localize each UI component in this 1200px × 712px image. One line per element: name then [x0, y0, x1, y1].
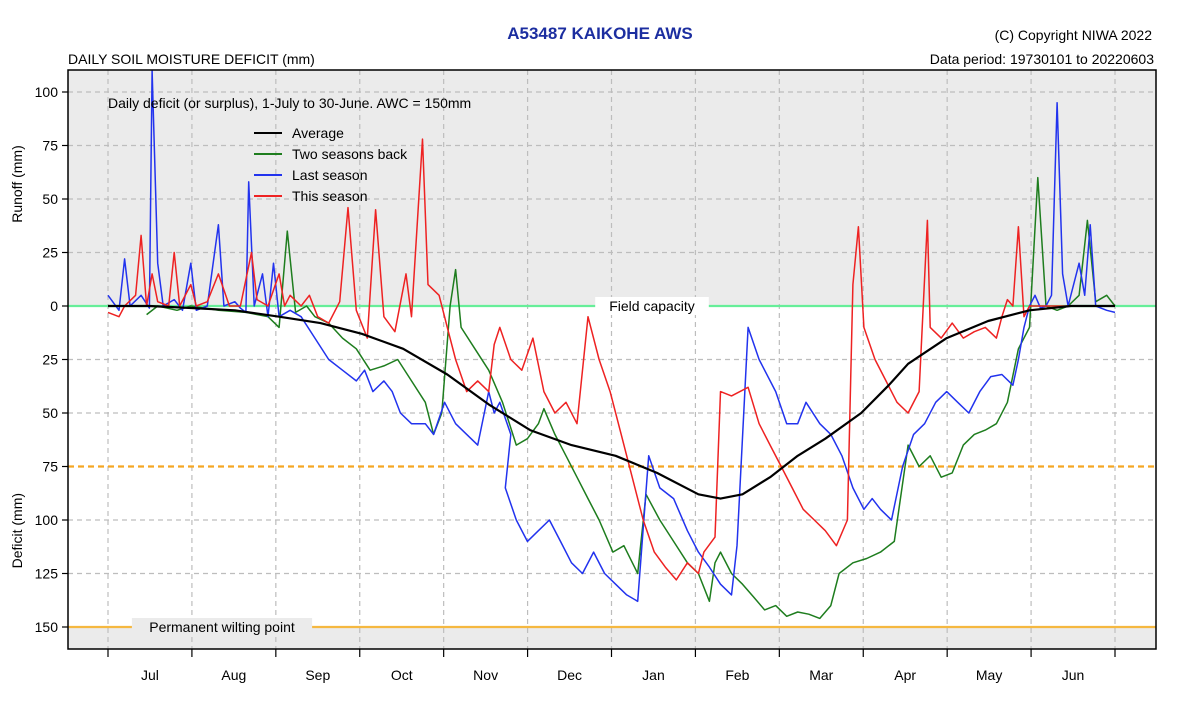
y-tick-label: 25 — [42, 352, 58, 368]
y-tick-label: 75 — [42, 138, 58, 154]
x-tick-label-jun: Jun — [1062, 667, 1085, 683]
chart-title: A53487 KAIKOHE AWS — [507, 24, 693, 43]
x-tick-label-jan: Jan — [642, 667, 665, 683]
x-tick-label-may: May — [976, 667, 1002, 683]
x-tick-label-dec: Dec — [557, 667, 582, 683]
y-tick-label: 50 — [42, 405, 58, 421]
x-tick-label-nov: Nov — [473, 667, 498, 683]
x-tick-label-feb: Feb — [725, 667, 749, 683]
y-tick-label: 50 — [42, 191, 58, 207]
reference-label-bg-0 — [595, 297, 709, 315]
y-tick-label: 75 — [42, 459, 58, 475]
reference-label-2: Permanent wilting point — [149, 619, 295, 635]
y-tick-label: 150 — [35, 619, 59, 635]
legend: Average Two seasons back Last season This s… — [254, 125, 408, 204]
data-period-text: Data period: 19730101 to 20220603 — [929, 51, 1154, 67]
x-tick-label-sep: Sep — [305, 667, 330, 683]
y-tick-label: 125 — [35, 566, 59, 582]
copyright-text: (C) Copyright NIWA 2022 — [994, 27, 1152, 43]
y-tick-label: 0 — [50, 298, 58, 314]
series-line-this-season — [107, 138, 1115, 581]
reference-lines: Field capacity Permanent wilting point — [68, 297, 1156, 636]
x-tick-label-oct: Oct — [391, 667, 413, 683]
y-axis-title-runoff: Runoff (mm) — [9, 145, 25, 223]
y-tick-label: 100 — [35, 84, 59, 100]
y-tick-label: 100 — [35, 512, 59, 528]
chart-subtitle: DAILY SOIL MOISTURE DEFICIT (mm) — [68, 51, 315, 67]
series-line-average — [108, 304, 1115, 500]
reference-label-0: Field capacity — [609, 298, 695, 314]
legend-label-1: Two seasons back — [292, 146, 408, 162]
y-axis-title-deficit: Deficit (mm) — [9, 493, 25, 568]
reference-label-bg-2 — [131, 618, 313, 636]
axes: 100 75 50 25 0 25 50 75 100 125 150 Runoff (mm) Defi… — [9, 69, 1157, 683]
x-tick-label-mar: Mar — [809, 667, 833, 683]
series-lines — [107, 69, 1116, 620]
legend-label-3: This season — [292, 188, 367, 204]
series-line-last-season — [107, 69, 1116, 603]
x-tick-label-jul: Jul — [141, 667, 159, 683]
legend-label-2: Last season — [292, 167, 368, 183]
series-line-two-seasons-back — [146, 176, 1116, 620]
chart-annotation: Daily deficit (or surplus), 1-July to 30… — [108, 95, 471, 111]
legend-label-0: Average — [292, 125, 344, 141]
y-tick-label: 25 — [42, 245, 58, 261]
x-tick-label-aug: Aug — [221, 667, 246, 683]
x-tick-label-apr: Apr — [894, 667, 916, 683]
